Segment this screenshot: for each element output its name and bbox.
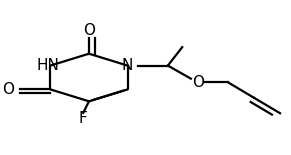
Text: F: F	[79, 111, 88, 126]
Text: O: O	[192, 75, 204, 90]
Text: HN: HN	[36, 58, 59, 73]
Text: O: O	[2, 82, 14, 97]
Text: O: O	[83, 23, 95, 38]
Text: N: N	[122, 58, 133, 73]
